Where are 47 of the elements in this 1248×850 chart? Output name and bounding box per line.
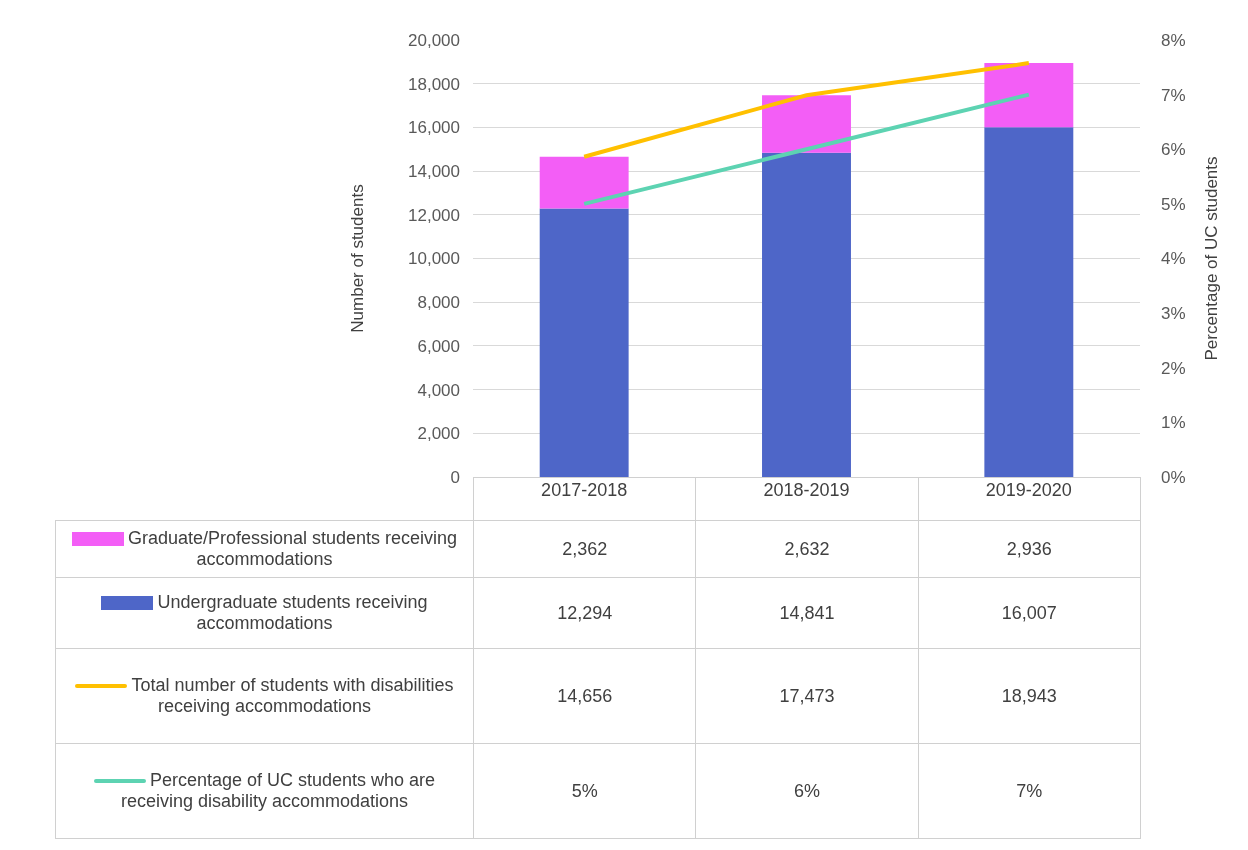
y-tick-label: 20,000: [408, 30, 460, 50]
y-tick-label: 6,000: [417, 336, 460, 356]
y2-axis-title: Percentage of UC students: [1201, 156, 1221, 361]
y-tick-label: 0: [450, 467, 460, 487]
y2-tick-label: 4%: [1161, 249, 1186, 269]
legend-label: Percentage of UC students who are receiving disability accommodations: [120, 770, 436, 811]
data-label: 18,943: [918, 648, 1141, 744]
y2-tick-label: 3%: [1161, 304, 1186, 324]
data-label: 7%: [918, 743, 1141, 839]
y-tick-label: 16,000: [408, 118, 460, 138]
y2-tick-label: 8%: [1161, 30, 1186, 50]
legend-label: Graduate/Professional students receiving accommodations: [127, 528, 458, 569]
y-tick-label: 14,000: [408, 162, 460, 182]
y-tick-label: 18,000: [408, 74, 460, 94]
bar: [539, 156, 629, 209]
y2-tick-label: 5%: [1161, 194, 1186, 214]
x-tick-label: 2019-2020: [985, 480, 1072, 500]
y-tick-label: 12,000: [408, 205, 460, 225]
y-tick-label: 8,000: [417, 293, 460, 313]
y2-tick-label: 1%: [1161, 413, 1186, 433]
data-label: 5%: [473, 743, 696, 839]
data-label: 17,473: [695, 648, 919, 744]
data-label: 2,632: [695, 520, 919, 578]
bar: [539, 208, 629, 477]
legend-label: Total number of students with disabilities receiving accommodations: [131, 675, 454, 716]
bar: [762, 152, 851, 477]
x-tick-label: 2017-2018: [541, 480, 628, 500]
y2-tick-label: 7%: [1161, 85, 1186, 105]
bar: [984, 127, 1074, 477]
data-label: 2,936: [918, 520, 1141, 578]
data-label: 2,362: [473, 520, 696, 578]
x-tick-label: 2018-2019: [763, 480, 850, 500]
y-axis-title: Number of students: [347, 184, 367, 333]
data-label: 6%: [695, 743, 919, 839]
y2-tick-label: 2%: [1161, 358, 1186, 378]
data-label: 14,656: [473, 648, 696, 744]
data-label: 16,007: [918, 577, 1141, 649]
y2-tick-label: 6%: [1161, 140, 1186, 160]
y-tick-label: 4,000: [417, 380, 460, 400]
legend-label: Undergraduate students receiving accommodations: [157, 592, 428, 633]
y-tick-label: 2,000: [417, 424, 460, 444]
data-label: 12,294: [473, 577, 696, 649]
y2-tick-label: 0%: [1161, 467, 1186, 487]
bar: [762, 95, 851, 153]
data-label: 14,841: [695, 577, 919, 649]
bar: [984, 63, 1074, 128]
y-tick-label: 10,000: [408, 249, 460, 269]
